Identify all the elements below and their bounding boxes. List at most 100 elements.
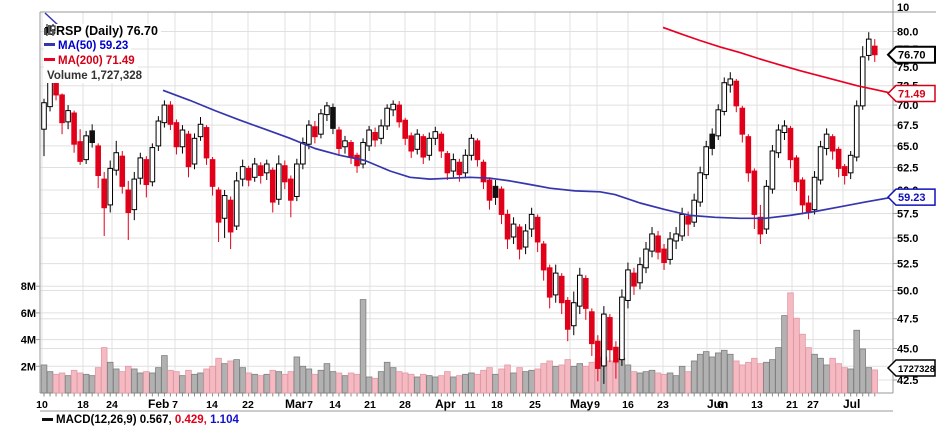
candle-body [342,140,348,148]
candle-body [817,146,824,181]
candle-body [811,176,818,211]
volume-bar [119,371,126,394]
volume-bar [335,372,343,394]
candle-body [420,136,427,158]
volume-bar [143,371,150,394]
candle-body [697,172,703,203]
volume-bar [853,329,860,394]
volume-bar [167,369,174,394]
volume-bar [329,371,337,394]
price-axis-label: 42.5 [897,375,918,387]
candle-body [799,179,806,206]
volume-bar [811,353,818,394]
candle-body [703,146,710,176]
volume-bar [480,369,487,394]
volume-bar [347,372,355,394]
volume-bar [137,372,144,394]
ma50-line-swatch [44,43,55,47]
candle-body [474,140,481,161]
day-axis-label: 13 [751,399,763,411]
day-axis-label: 22 [242,399,254,411]
candle-body [384,107,390,127]
volume-bar [227,360,234,394]
volume-bar [745,361,752,394]
candle-body [167,104,174,125]
candle-body [751,170,758,215]
candle-body [426,137,433,156]
volume-axis-label: 8M [21,281,36,293]
candle-body [649,233,655,252]
candle-body [89,130,95,144]
day-axis-label: 14 [329,399,341,411]
candle-body [805,202,812,213]
volume-bar [401,372,409,394]
price-axis-label: 52.5 [897,259,918,271]
volume-bar [564,359,571,394]
volume-bar [763,361,770,394]
volume-bar [702,351,710,394]
volume-bar [185,369,192,394]
candle-body [841,166,848,177]
volume-bar [528,369,535,394]
day-axis-label: 25 [529,399,541,411]
candle-body [589,311,595,345]
volume-bar [648,369,656,394]
candle-body [107,167,114,206]
price-tag-label: 71.49 [898,88,926,100]
volume-axis-label: 2M [21,361,36,373]
volume-bar [125,365,132,394]
legend-volume-row: Volume 1,727,328 [44,25,146,83]
price-axis-label: 67.5 [897,120,918,132]
volume-bar [558,364,565,394]
day-axis-label: 21 [364,399,376,411]
candle-body [131,178,138,211]
price-axis-label: 70.0 [897,100,918,112]
volume-bar [606,360,614,394]
price-tag-label: 59.23 [898,192,926,204]
volume-bar [46,371,54,394]
macd-footer-row: MACD(12,26,9) 0.567, 0.429, 1.104 [42,413,239,427]
candle-body [456,161,463,176]
candle-body [348,142,354,158]
candle-body [71,112,77,145]
price-tag-label: 1727328 [898,364,935,375]
volume-bar [353,373,361,394]
candle-body [390,103,396,111]
candle-body [763,185,770,230]
volume-bar [859,348,866,394]
candle-body [769,150,776,190]
volume-bar [552,365,559,394]
volume-label: Volume 1,727,328 [47,70,143,82]
candle-body [685,215,691,225]
volume-bar [395,371,403,394]
volume-bar [82,373,90,394]
volume-bar [341,375,349,394]
candle-body [570,302,577,327]
volume-bar [510,372,517,394]
candle-body [294,163,300,197]
price-axis-label: 75.0 [897,62,918,74]
volume-bar [540,363,547,394]
volume-bar [263,373,270,394]
candle-body [197,123,204,138]
volume-bar [389,367,397,394]
volume-bar [179,375,186,394]
candle-body [59,94,65,124]
candle-body [637,264,643,284]
symbol-title: CRSP (Daily) 76.70 [47,24,158,38]
volume-bar [311,373,319,394]
price-axis-label: 80.0 [897,27,918,39]
volume-bar [823,364,830,394]
candle-body [402,119,408,139]
candle-body [318,113,324,135]
day-axis-label: 28 [399,399,411,411]
volume-bar [450,376,457,394]
candle-body [113,152,120,171]
candle-body [631,272,637,287]
candle-body [727,78,734,86]
candle-body [667,238,673,260]
price-tag-label: 76.70 [898,50,926,62]
volume-bar [299,365,307,394]
candle-body [691,199,697,223]
candle-body [288,178,294,201]
